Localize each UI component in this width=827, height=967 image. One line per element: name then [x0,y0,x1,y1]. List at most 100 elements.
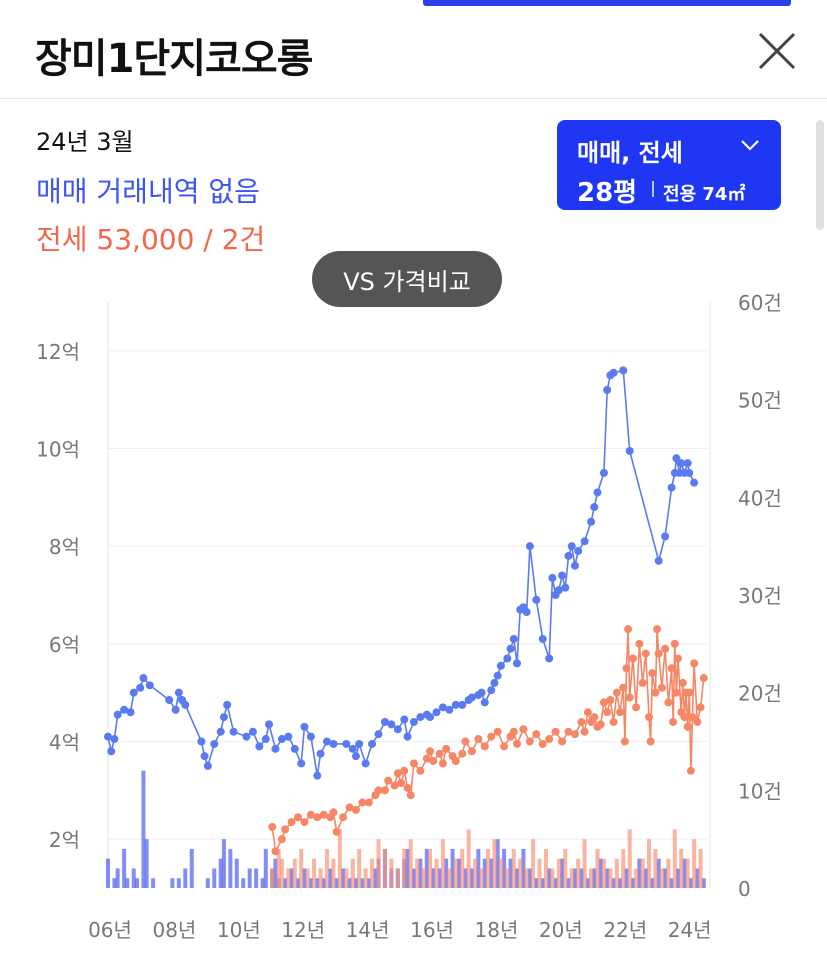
sale-volume-bar [534,878,539,888]
label-divider [652,181,654,197]
jeonse-volume-bar [647,839,652,888]
jeonse-volume-bar [672,829,677,888]
sale-price-point [271,744,280,753]
sale-price-point [525,542,534,551]
sale-price-point [255,742,264,751]
x-tick-label: 24년 [668,918,712,942]
sale-volume-bar [241,878,246,888]
jeonse-price-point [690,659,699,668]
sale-volume-bar [444,858,449,888]
jeonse-price-point [680,713,689,722]
sale-price-point [587,517,596,526]
sale-volume-bar [302,868,307,888]
jeonse-volume-bar [498,858,503,888]
jeonse-volume-bar [389,858,394,888]
jeonse-price-point [638,678,647,687]
sale-price-point [567,542,576,551]
jeonse-volume-bar [428,848,433,888]
sale-volume-bar [502,848,507,888]
jeonse-price-point [577,717,586,726]
jeonse-price-point [351,805,360,814]
sale-volume-bar [205,878,210,888]
scrollbar-thumb[interactable] [816,120,824,230]
sale-volume-bar [373,868,378,888]
sale-volume-bar [676,868,681,888]
sale-price-point [416,713,425,722]
sale-price-point [297,759,306,768]
sale-price-point [477,688,486,697]
jeonse-price-point [487,732,496,741]
jeonse-volume-bar [556,858,561,888]
sale-volume-bar [624,868,629,888]
sale-price-point [313,771,322,780]
jeonse-price-point [480,742,489,751]
jeonse-volume-bar [492,839,497,888]
jeonse-price-point [474,735,483,744]
jeonse-volume-bar [659,868,664,888]
sale-volume-bar [663,868,668,888]
sale-volume-bar [598,858,603,888]
sale-price-point [113,710,122,719]
sale-volume-bar [424,848,429,888]
jeonse-volume-bar [276,848,281,888]
jeonse-price-point [696,703,705,712]
sale-volume-bar [540,878,545,888]
jeonse-volume-bar [614,858,619,888]
sale-volume-bar [308,878,313,888]
jeonse-price-point [620,737,629,746]
jeonse-price-point [345,803,354,812]
jeonse-price-point [426,747,435,756]
jeonse-price-point [300,818,309,827]
x-tick-label: 10년 [217,918,261,942]
jeonse-price-point [277,835,286,844]
x-tick-label: 12년 [281,918,325,942]
jeonse-volume-bar [460,848,465,888]
close-icon [758,32,796,70]
chevron-down-icon [741,140,759,151]
sale-price-point [490,678,499,687]
sale-price-point [393,725,402,734]
sale-volume-bar [134,878,139,888]
sale-volume-bar [650,878,655,888]
sale-price-point [261,735,270,744]
sale-volume-bar [457,858,462,888]
jeonse-price-point [606,695,615,704]
sale-volume-bar [701,878,706,888]
jeonse-price-point [635,639,644,648]
sale-volume-bar [296,878,301,888]
sale-price-point [120,705,129,714]
sale-volume-bar [260,878,265,888]
sale-volume-bar [527,868,532,888]
jeonse-volume-bar [357,848,362,888]
sale-volume-bar [289,868,294,888]
sale-volume-bar [437,868,442,888]
deal-type-area-selector[interactable]: 매매, 전세 28평 전용 74㎡ [557,120,781,210]
jeonse-price-point [429,757,438,766]
jeonse-volume-bar [524,868,529,888]
jeonse-price-point [570,730,579,739]
jeonse-price-point [645,713,654,722]
sale-price-point [348,744,357,753]
sale-volume-bar [328,868,333,888]
jeonse-volume-bar [576,858,581,888]
jeonse-price-point [651,688,660,697]
jeonse-volume-bar [453,858,458,888]
sale-price-point [284,732,293,741]
close-button[interactable] [754,28,800,74]
sale-price-point [677,459,686,468]
jeonse-volume-bar [640,858,645,888]
jeonse-volume-bar [685,858,690,888]
y-right-tick-label: 60건 [738,291,782,315]
sale-price-point [181,700,190,709]
jeonse-volume-bar [286,868,291,888]
jeonse-price-point [622,664,631,673]
jeonse-volume-bar [331,858,336,888]
sale-volume-bar [579,868,584,888]
vs-compare-button[interactable]: VS 가격비교 [312,251,502,307]
sale-price-point [145,681,154,690]
sale-price-point [387,720,396,729]
y-left-tick-label: 6억 [49,633,80,657]
jeonse-volume-bar [376,839,381,888]
jeonse-price-point [409,759,418,768]
sale-price-point [104,732,112,741]
